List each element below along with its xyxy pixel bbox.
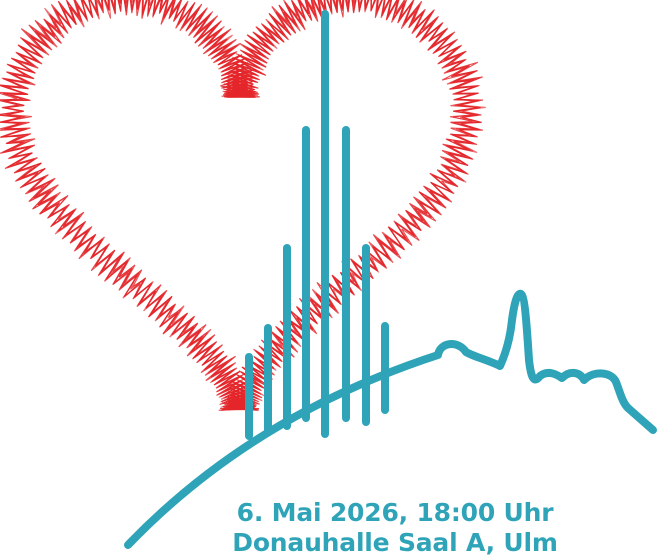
event-date-time: 6. Mai 2026, 18:00 Uhr: [236, 498, 554, 527]
heart-scribble-stroke: [0, 0, 481, 411]
event-venue: Donauhalle Saal A, Ulm: [232, 528, 558, 557]
scribble-heart-graphic: [0, 0, 486, 411]
ecg-hill-line: [124, 289, 657, 549]
minster-spire-bars: [245, 10, 389, 440]
